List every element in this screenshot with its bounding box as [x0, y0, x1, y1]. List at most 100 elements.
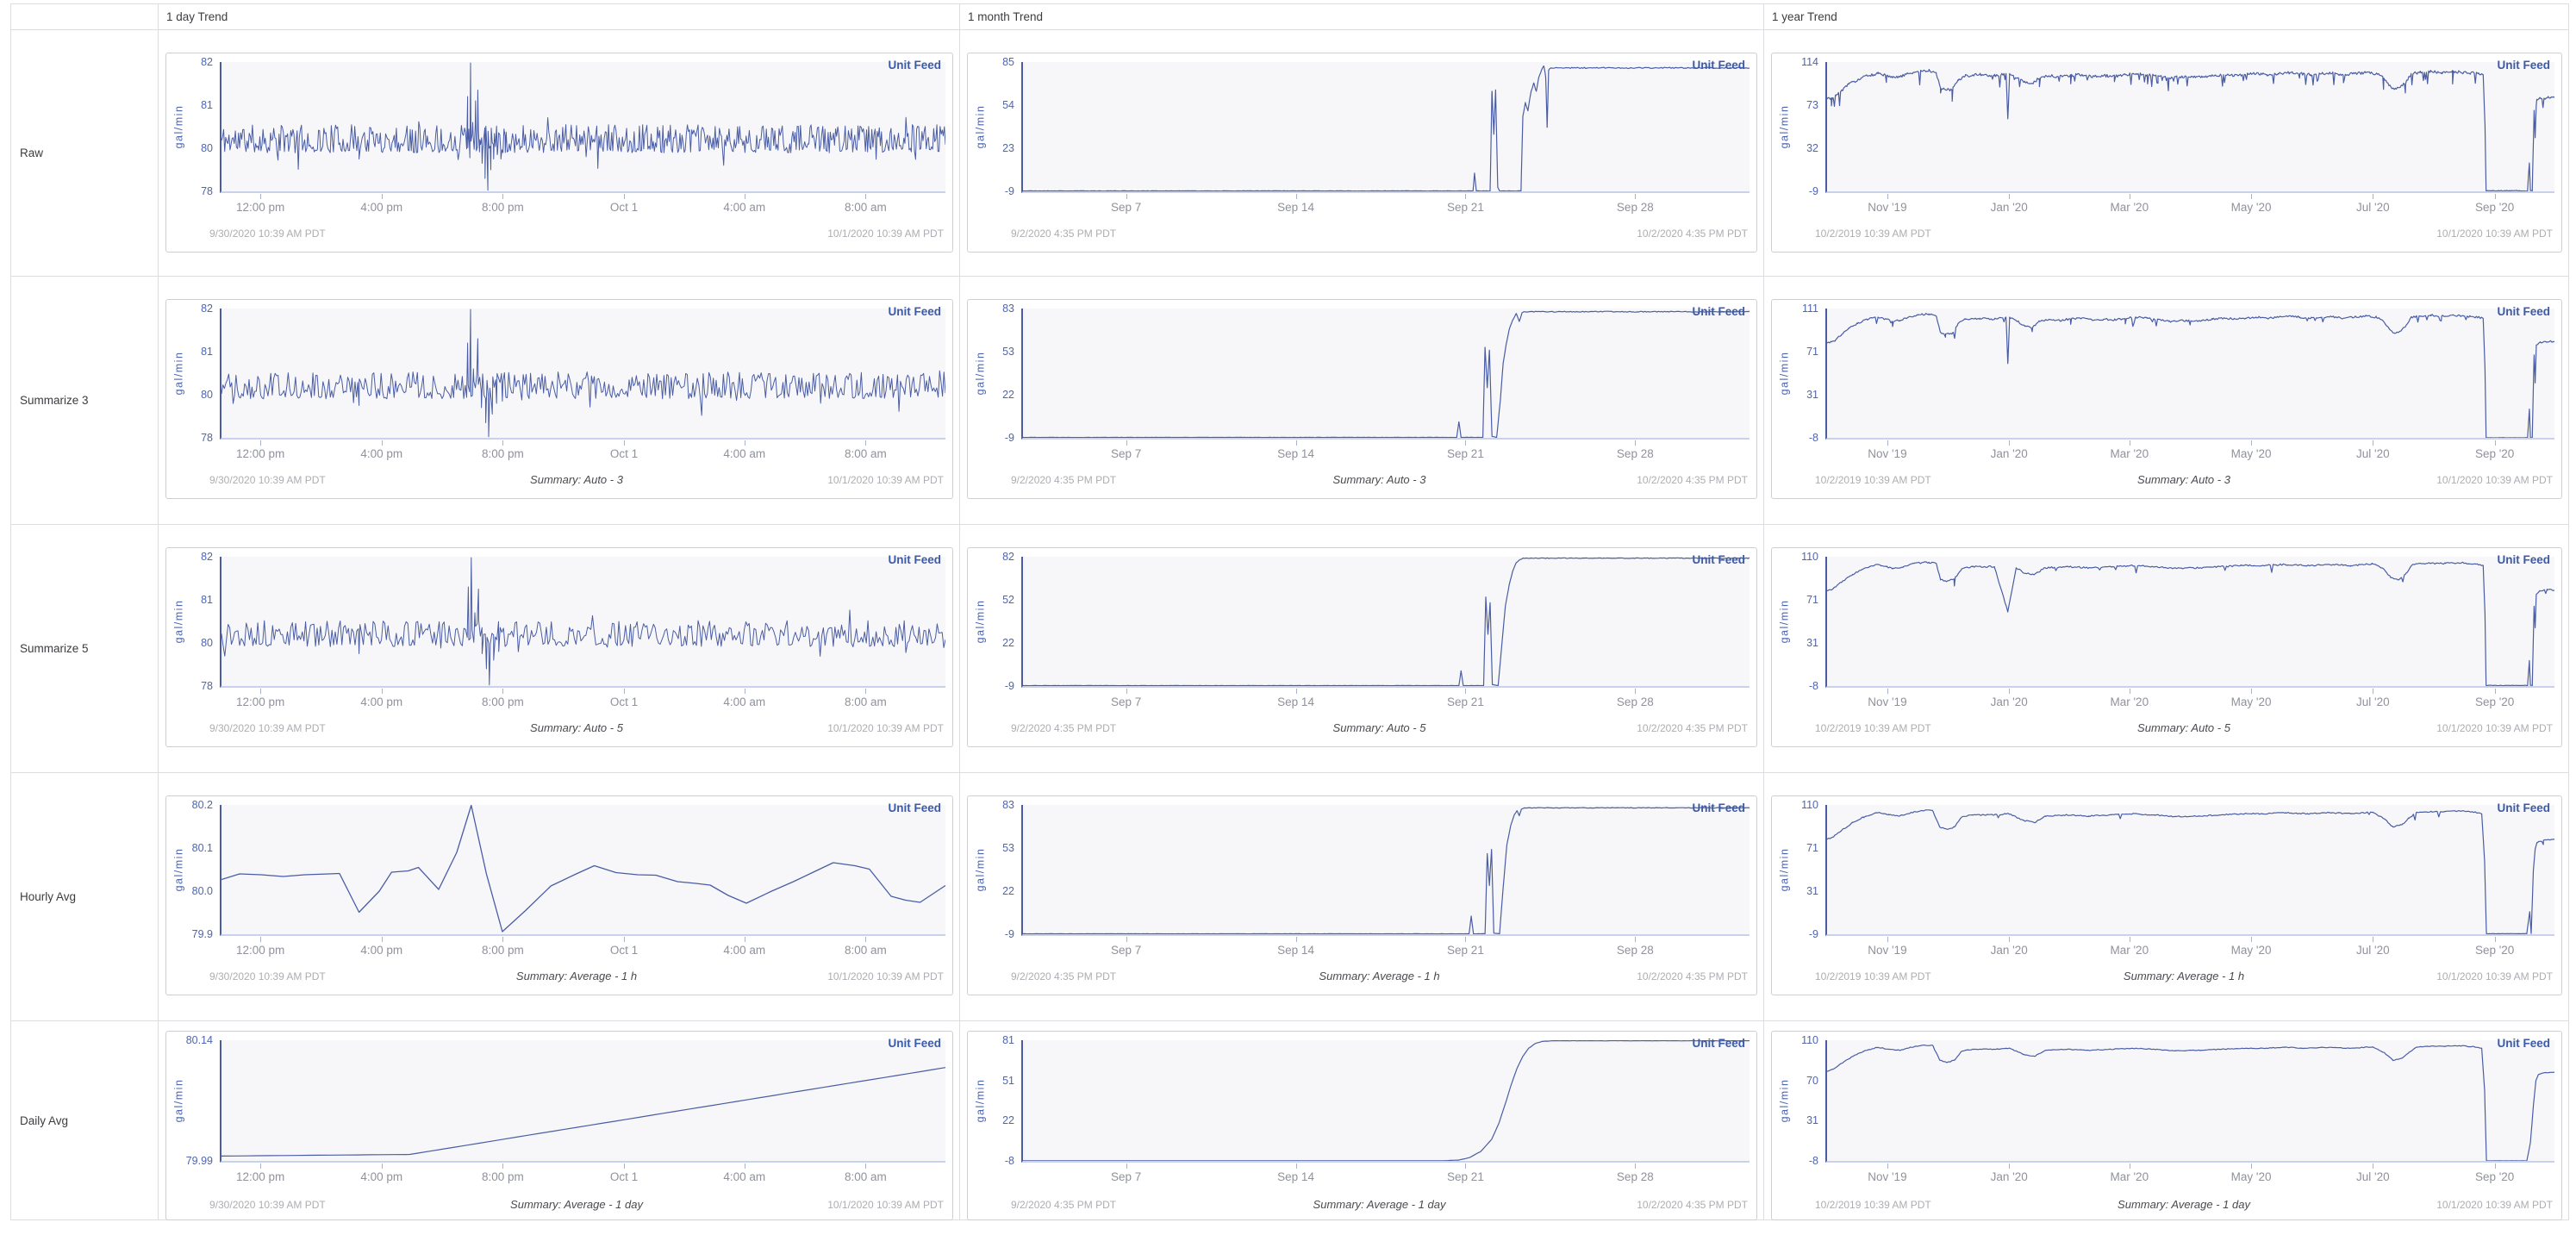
- y-axis-label: gal/min: [172, 1078, 185, 1123]
- trend-line[interactable]: [221, 557, 945, 686]
- legend-unit-feed[interactable]: Unit Feed: [888, 553, 941, 566]
- x-tick-mark: [1465, 689, 1467, 694]
- trend-chart-svg: [221, 62, 945, 191]
- legend-unit-feed[interactable]: Unit Feed: [1692, 305, 1745, 318]
- plot-area[interactable]: [220, 309, 945, 440]
- trend-line[interactable]: [1827, 561, 2554, 686]
- x-tick-label: May '20: [2230, 944, 2272, 957]
- trend-line[interactable]: [1827, 68, 2554, 191]
- plot-area[interactable]: [1825, 805, 2554, 936]
- x-tick-label: Mar '20: [2110, 201, 2149, 214]
- legend-unit-feed[interactable]: Unit Feed: [2497, 1037, 2550, 1050]
- plot-area[interactable]: [1825, 1040, 2554, 1163]
- trend-line[interactable]: [221, 1067, 945, 1157]
- trend-line[interactable]: [221, 805, 945, 932]
- trend-line[interactable]: [1827, 809, 2554, 934]
- legend-unit-feed[interactable]: Unit Feed: [1692, 1037, 1745, 1050]
- legend-unit-feed[interactable]: Unit Feed: [1692, 802, 1745, 814]
- y-tick-label: 71: [1806, 346, 1818, 358]
- x-tick-label: 8:00 am: [844, 447, 887, 460]
- x-tick-mark: [1635, 194, 1637, 199]
- footer-start-time: 10/2/2019 10:39 AM PDT: [1815, 1199, 1931, 1211]
- trend-chart-svg: [221, 805, 945, 932]
- legend-unit-feed[interactable]: Unit Feed: [888, 802, 941, 814]
- x-tick-mark: [260, 1163, 262, 1169]
- y-axis-ticks: 85 54 23 -9: [990, 56, 1018, 197]
- summary-label: Summary: Auto - 3: [1332, 473, 1426, 486]
- plot-area[interactable]: [1021, 557, 1750, 688]
- legend-unit-feed[interactable]: Unit Feed: [2497, 553, 2550, 566]
- legend-unit-feed[interactable]: Unit Feed: [888, 59, 941, 72]
- footer-end-time: 10/1/2020 10:39 AM PDT: [827, 970, 944, 982]
- x-tick-label: 8:00 am: [844, 695, 887, 708]
- legend-unit-feed[interactable]: Unit Feed: [2497, 802, 2550, 814]
- x-axis-ticks: Sep 7 Sep 14 Sep 21 Sep 28: [1021, 688, 1750, 714]
- trend-line[interactable]: [1023, 1040, 1750, 1161]
- y-tick-label: 80.2: [191, 799, 213, 811]
- x-tick-mark: [623, 194, 625, 199]
- x-tick-mark: [2494, 689, 2496, 694]
- chart-cell-summarize-5-col1: Unit Feed gal/min 82 81 80 78 12:00 pm 4:00 pm 8…: [159, 525, 960, 773]
- chart-cell-hourly-avg-col2: Unit Feed gal/min 83 53 22 -9 Sep 7 Sep 14 Sep 2…: [960, 773, 1764, 1021]
- legend-unit-feed[interactable]: Unit Feed: [2497, 305, 2550, 318]
- plot-area[interactable]: [1021, 1040, 1750, 1163]
- x-tick-label: Nov '19: [1868, 447, 1907, 460]
- y-axis-label-wrap: gal/min: [968, 1040, 992, 1161]
- plot-area[interactable]: [220, 62, 945, 193]
- footer-start-time: 9/30/2020 10:39 AM PDT: [209, 970, 326, 982]
- plot-area[interactable]: [1021, 62, 1750, 193]
- trend-line[interactable]: [1023, 557, 1750, 686]
- x-tick-mark: [2009, 194, 2011, 199]
- y-axis-label: gal/min: [974, 847, 987, 892]
- x-tick-label: Sep '20: [2474, 695, 2515, 708]
- trend-line[interactable]: [221, 62, 945, 191]
- panel-footer: 9/2/2020 4:35 PM PDT Summary: Average - 1…: [1011, 1198, 1748, 1213]
- x-tick-label: Sep 21: [1447, 1170, 1484, 1183]
- legend-unit-feed[interactable]: Unit Feed: [888, 1037, 941, 1050]
- x-tick-label: May '20: [2230, 1170, 2272, 1183]
- trend-line[interactable]: [1827, 313, 2554, 438]
- plot-area[interactable]: [1825, 557, 2554, 688]
- plot-area[interactable]: [1021, 309, 1750, 440]
- plot-area[interactable]: [1825, 309, 2554, 440]
- summary-label: Summary: Average - 1 h: [1319, 970, 1440, 982]
- x-tick-label: Jul '20: [2356, 944, 2390, 957]
- plot-area[interactable]: [220, 1040, 945, 1163]
- x-tick-mark: [1126, 194, 1127, 199]
- y-tick-label: 110: [1801, 1034, 1818, 1046]
- x-axis-ticks: Sep 7 Sep 14 Sep 21 Sep 28: [1021, 936, 1750, 962]
- trend-line[interactable]: [221, 309, 945, 438]
- y-axis-label-wrap: gal/min: [968, 557, 992, 686]
- x-tick-label: Jan '20: [1990, 201, 2028, 214]
- trend-line[interactable]: [1023, 807, 1750, 934]
- x-axis-ticks: 12:00 pm 4:00 pm 8:00 pm Oct 1 4:00 am 8:00 a…: [220, 936, 945, 962]
- x-tick-mark: [381, 1163, 383, 1169]
- x-tick-mark: [2494, 937, 2496, 942]
- y-axis-label-wrap: gal/min: [1772, 805, 1796, 934]
- y-tick-label: 110: [1801, 799, 1818, 811]
- x-tick-label: 8:00 am: [844, 944, 887, 957]
- plot-area[interactable]: [220, 805, 945, 936]
- trend-line[interactable]: [1827, 1045, 2554, 1161]
- footer-end-time: 10/1/2020 10:39 AM PDT: [827, 1199, 944, 1211]
- x-tick-label: Sep 28: [1616, 944, 1654, 957]
- trend-line[interactable]: [1023, 65, 1750, 191]
- chart-cell-raw-col2: Unit Feed gal/min 85 54 23 -9 Sep 7 Sep 14 Sep 2…: [960, 30, 1764, 277]
- x-tick-label: Oct 1: [609, 447, 639, 460]
- x-tick-label: 8:00 pm: [481, 447, 524, 460]
- legend-unit-feed[interactable]: Unit Feed: [888, 305, 941, 318]
- plot-area[interactable]: [1825, 62, 2554, 193]
- summary-label: Summary: Average - 1 h: [2123, 970, 2245, 982]
- legend-unit-feed[interactable]: Unit Feed: [2497, 59, 2550, 72]
- y-tick-label: 71: [1806, 842, 1818, 854]
- x-tick-mark: [1465, 1163, 1467, 1169]
- plot-area[interactable]: [220, 557, 945, 688]
- summary-label: Summary: Average - 1 h: [515, 970, 638, 982]
- y-tick-label: 53: [1002, 346, 1014, 358]
- legend-unit-feed[interactable]: Unit Feed: [1692, 59, 1745, 72]
- trend-line[interactable]: [1023, 310, 1750, 438]
- y-tick-label: -9: [1004, 185, 1014, 197]
- legend-unit-feed[interactable]: Unit Feed: [1692, 553, 1745, 566]
- plot-area[interactable]: [1021, 805, 1750, 936]
- x-tick-label: May '20: [2230, 201, 2272, 214]
